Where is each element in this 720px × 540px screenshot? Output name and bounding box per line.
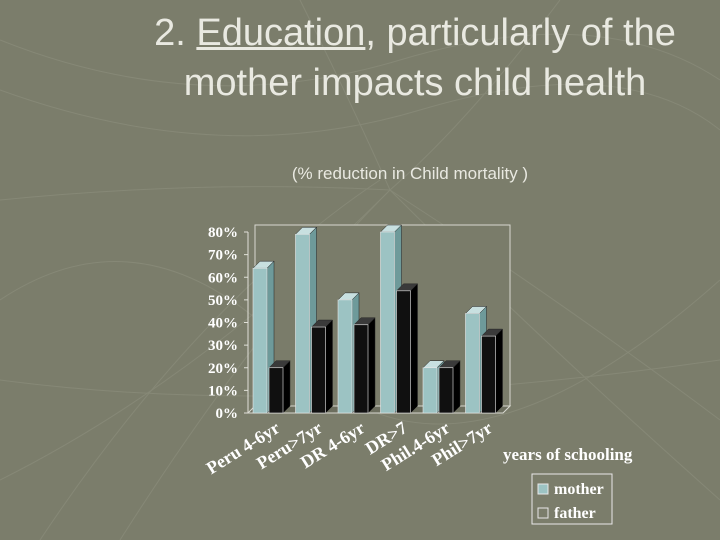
chart-bars <box>252 224 504 414</box>
legend-swatch-mother <box>537 483 549 495</box>
y-tick-label: 70% <box>208 248 238 264</box>
legend-label-mother: mother <box>554 481 604 498</box>
bar-father <box>438 360 461 414</box>
y-tick-label: 50% <box>208 293 238 309</box>
title-underlined: Education <box>196 12 366 54</box>
y-tick-label: 60% <box>208 270 238 286</box>
y-tick-label: 30% <box>208 338 238 354</box>
chart-legend: mother father <box>531 473 613 525</box>
slide-subtitle: (% reduction in Child mortality ) <box>291 164 529 183</box>
legend-box <box>531 473 613 525</box>
y-tick-label: 10% <box>208 383 238 399</box>
y-tick-label: 40% <box>208 316 238 332</box>
y-tick-label: 0% <box>216 406 239 422</box>
bar-father <box>395 283 419 414</box>
y-tick-label: 20% <box>208 361 238 377</box>
bar-mother <box>294 226 318 414</box>
title-rest: , particularly of the mother impacts chi… <box>183 12 676 104</box>
title-prefix: 2. <box>154 12 197 54</box>
slide-title: 2. Education, particularly of the mother… <box>120 8 710 108</box>
bar-father <box>353 317 376 414</box>
bar-father <box>310 319 334 414</box>
legend-swatch-father <box>537 507 549 519</box>
x-axis-title: years of schooling <box>503 445 633 464</box>
bar-father <box>268 360 291 414</box>
legend-label-father: father <box>554 505 596 522</box>
y-tick-label: 80% <box>208 225 238 241</box>
bar-father <box>480 328 504 414</box>
